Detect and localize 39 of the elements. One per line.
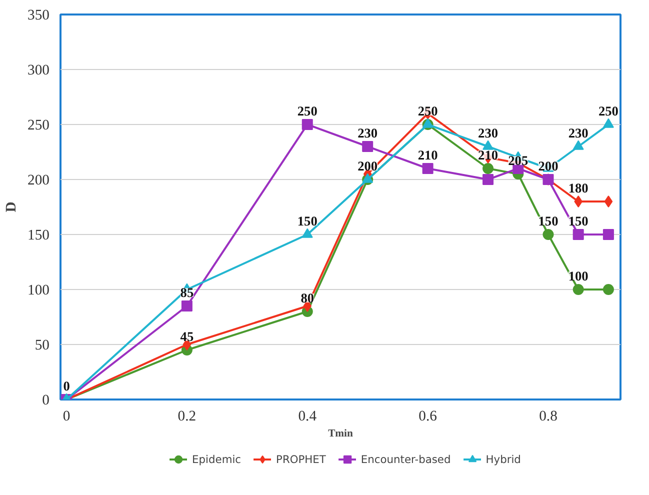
data-label: 210 bbox=[478, 148, 498, 162]
data-label: 230 bbox=[568, 126, 589, 140]
y-tick-label: 200 bbox=[28, 172, 50, 188]
data-label: 150 bbox=[568, 214, 589, 228]
data-label: 250 bbox=[297, 104, 318, 118]
data-label: 80 bbox=[300, 290, 314, 306]
y-tick-label: 300 bbox=[28, 62, 50, 78]
data-label: 200 bbox=[358, 158, 378, 174]
data-label: 250 bbox=[418, 104, 438, 118]
legend-label: Epidemic bbox=[192, 452, 242, 466]
x-tick-label: 0.8 bbox=[539, 408, 558, 424]
data-label: 205 bbox=[508, 153, 528, 168]
legend-label: Encounter-based bbox=[360, 452, 451, 466]
data-label: 0 bbox=[63, 378, 70, 394]
x-tick-label: 0.4 bbox=[298, 408, 318, 424]
data-label: 180 bbox=[568, 180, 589, 196]
data-label: 230 bbox=[358, 126, 378, 140]
y-tick-label: 150 bbox=[28, 228, 50, 244]
y-tick-label: 250 bbox=[28, 118, 50, 134]
y-tick-label: 100 bbox=[28, 282, 50, 298]
legend-label: Hybrid bbox=[486, 452, 521, 466]
x-axis-title: Tmin bbox=[328, 428, 354, 440]
data-label: 200 bbox=[538, 158, 559, 174]
y-tick-label: 350 bbox=[28, 8, 50, 24]
y-tick-label: 50 bbox=[34, 338, 50, 354]
data-label: 150 bbox=[538, 214, 559, 228]
data-label: 85 bbox=[180, 285, 194, 300]
data-label: 250 bbox=[598, 104, 619, 118]
data-label: 45 bbox=[180, 329, 194, 344]
y-tick-label: 0 bbox=[42, 392, 50, 408]
x-tick-label: 0.2 bbox=[178, 408, 196, 424]
y-axis-title: D bbox=[4, 202, 20, 212]
data-label: 150 bbox=[297, 214, 318, 228]
x-tick-label: 0 bbox=[62, 408, 70, 424]
data-label: 100 bbox=[568, 268, 589, 284]
legend-label: PROPHET bbox=[276, 452, 326, 466]
data-label: 230 bbox=[478, 126, 498, 140]
data-label: 210 bbox=[418, 148, 438, 162]
x-tick-label: 0.6 bbox=[418, 408, 437, 424]
